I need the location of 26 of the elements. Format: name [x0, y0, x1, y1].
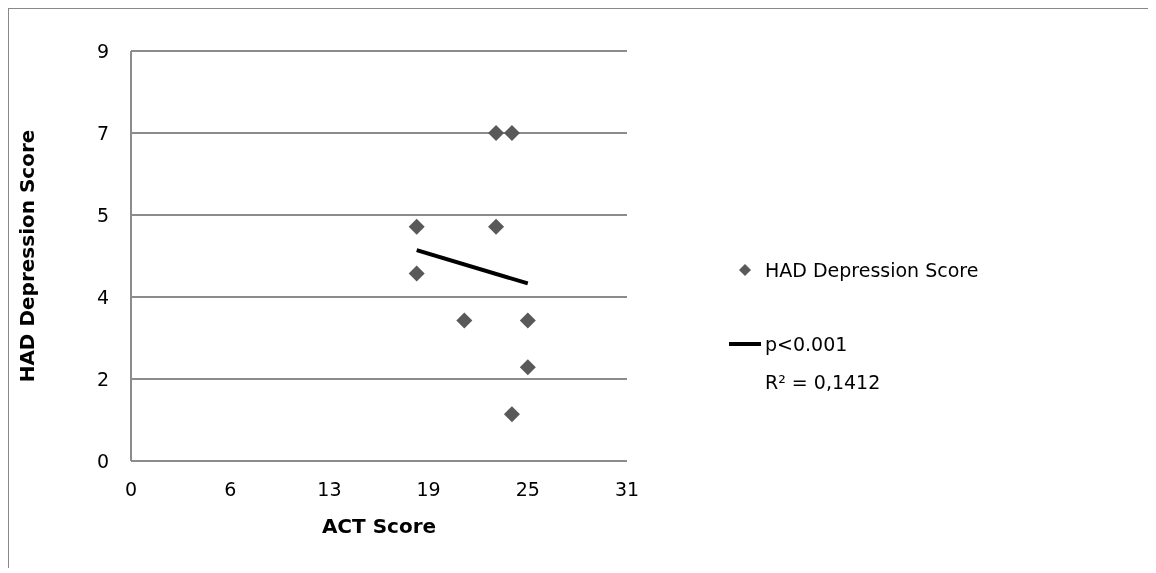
y-tick-label: 2	[96, 367, 109, 390]
y-tick-label: 9	[96, 39, 109, 62]
point	[503, 406, 520, 423]
point	[456, 312, 473, 329]
y-tick-label: 5	[96, 203, 109, 226]
x-axis-title: ACT Score	[321, 514, 437, 538]
point	[408, 218, 425, 235]
y-tick-label: 4	[96, 285, 109, 308]
point	[488, 125, 505, 141]
point	[408, 265, 425, 282]
x-tick-label: 31	[614, 478, 640, 501]
x-tick-label: 13	[317, 478, 342, 501]
point	[519, 359, 536, 376]
x-tick-label: 25	[515, 478, 540, 501]
point	[519, 312, 536, 329]
point	[488, 218, 505, 235]
y-axis-title: HAD Depression Score	[15, 129, 40, 383]
text: R² = 0,1412	[765, 371, 881, 393]
x-tick-label: 19	[416, 478, 441, 501]
x-tick-label: 0	[124, 478, 138, 501]
y-tick-label: 0	[96, 449, 109, 472]
x-tick-label: 6	[224, 478, 237, 501]
point	[503, 125, 520, 141]
y-tick-label: 7	[96, 121, 109, 144]
legend-label: HAD Depression Score	[765, 259, 979, 281]
legend-label: p<0.001	[765, 333, 848, 355]
